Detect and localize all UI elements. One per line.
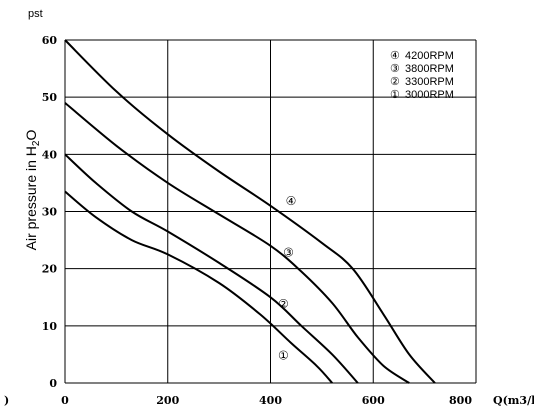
- y-axis-label-subscript: 2: [31, 140, 42, 146]
- legend: ④ 4200RPM ③ 3800RPM ② 3300RPM ① 3000RPM: [390, 50, 454, 101]
- y-tick-label: 30: [42, 206, 58, 219]
- x-axis-label: Q(m3/h): [493, 394, 534, 406]
- legend-marker: ③: [390, 63, 400, 75]
- series-line-4200rpm: [64, 39, 436, 384]
- series-marker-4200rpm: ④: [286, 194, 297, 208]
- legend-label: 4200RPM: [405, 50, 454, 62]
- legend-marker: ①: [390, 89, 400, 101]
- y-tick-label: 40: [42, 148, 58, 161]
- x-tick-label: 800: [449, 394, 472, 406]
- legend-label: 3800RPM: [405, 63, 454, 75]
- y-axis-label-part-3: O: [23, 130, 39, 141]
- series-line-3800rpm: [64, 102, 410, 384]
- x-tick-label: 0: [61, 394, 69, 406]
- y-tick-label: 20: [42, 263, 58, 276]
- y-tick-label: 0: [49, 377, 57, 390]
- series-marker-3300rpm: ②: [278, 297, 289, 311]
- series-marker-3000rpm: ①: [278, 348, 289, 362]
- legend-marker: ②: [390, 76, 400, 88]
- x-tick-label: 200: [156, 394, 179, 406]
- legend-marker: ④: [390, 50, 400, 62]
- y-axis-label-part-1: Air pressure in H: [23, 146, 39, 250]
- series-line-3000rpm: [64, 190, 333, 384]
- series-marker-3800rpm: ③: [283, 246, 294, 260]
- legend-label: 3300RPM: [405, 76, 454, 88]
- legend-label: 3000RPM: [405, 89, 454, 101]
- x-tick-label: 400: [259, 394, 282, 406]
- y-tick-label: 50: [42, 91, 58, 104]
- pressure-unit-label: pst: [28, 8, 43, 20]
- y-axis-label: Air pressure in H2O: [23, 130, 42, 251]
- y-tick-label: 10: [42, 320, 58, 333]
- left-edge-mark: ): [4, 394, 9, 406]
- x-tick-label: 600: [362, 394, 385, 406]
- y-tick-label: 60: [42, 34, 58, 47]
- series-line-3300rpm: [64, 153, 359, 384]
